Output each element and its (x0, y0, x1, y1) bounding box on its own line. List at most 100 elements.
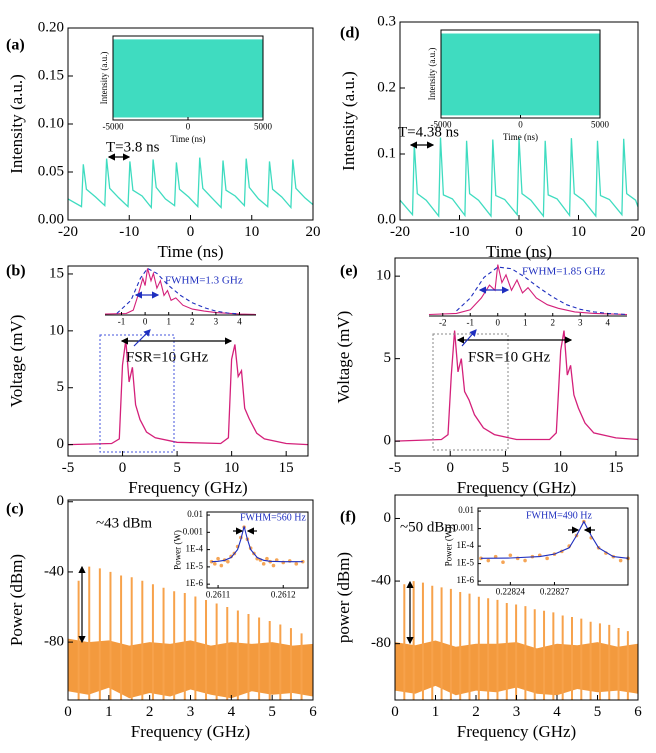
x-tick-label: -5 (62, 460, 75, 476)
data-point (213, 562, 217, 566)
data-point (216, 556, 220, 561)
annotation: ~43 dBm (96, 515, 152, 531)
x-axis-label: Frequency (GHz) (457, 478, 576, 497)
panel-label: (c) (6, 501, 24, 518)
x-tick-label: 1 (105, 704, 113, 720)
y-tick-label: 10 (49, 322, 64, 338)
y-tick-label: 1E-5 (186, 561, 204, 571)
annotation: FWHM=1.3 GHz (165, 275, 243, 287)
y-tick-label: 1E-5 (457, 558, 475, 568)
annotation: T=3.8 ns (106, 139, 160, 155)
y-tick-label: -80 (371, 635, 391, 651)
x-tick-label: 4 (228, 704, 236, 720)
x-tick-label: 0 (119, 460, 127, 476)
series-line (399, 137, 639, 218)
data-point (486, 558, 491, 563)
y-tick-label: 5 (384, 350, 392, 366)
x-tick-label: 4 (553, 704, 561, 720)
x-tick-label: -5 (389, 460, 402, 476)
x-tick-label: 0 (446, 460, 454, 476)
arrow (461, 329, 477, 347)
y-tick-label: -40 (44, 563, 64, 579)
data-point (265, 556, 269, 561)
panel-label: (d) (340, 25, 360, 42)
y-tick-label: 0.10 (38, 115, 64, 131)
panel-label: (f) (340, 509, 356, 526)
data-point (226, 559, 230, 564)
x-tick-label: 5 (173, 460, 181, 476)
y-tick-label: 1E-6 (457, 575, 475, 585)
y-tick-label: -80 (44, 634, 64, 650)
x-axis-label: Frequency (GHz) (131, 722, 250, 741)
x-tick-label: -10 (450, 224, 470, 240)
annotation: FSR=10 GHz (468, 349, 551, 365)
x-axis-label: Frequency (GHz) (457, 722, 576, 741)
x-tick-label: -5000 (431, 120, 452, 130)
x-tick-label: 5 (502, 460, 510, 476)
x-tick-label: 0 (143, 317, 148, 327)
x-tick-label: -20 (58, 224, 78, 240)
x-tick-label: -5000 (103, 122, 124, 132)
annotation: FWHM=490 Hz (526, 510, 592, 521)
x-tick-label: 2 (472, 704, 480, 720)
x-tick-label: 10 (571, 224, 586, 240)
y-axis-label: Intensity (a.u.) (7, 74, 26, 174)
y-tick-label: 0.001 (183, 526, 203, 536)
data-point (508, 553, 513, 558)
y-tick-label: 5 (57, 379, 65, 395)
data-point (209, 559, 214, 564)
x-tick-label: -10 (119, 224, 139, 240)
y-tick-label: 0 (384, 433, 392, 449)
x-tick-label: 3 (187, 704, 195, 720)
x-tick-label: 0.2611 (206, 590, 230, 600)
x-tick-label: 0 (187, 224, 195, 240)
y-tick-label: 0.01 (187, 509, 203, 519)
annotation: FWHM=1.85 GHz (522, 266, 605, 278)
y-tick-label: 0.15 (38, 67, 64, 83)
y-tick-label: 0.20 (38, 19, 64, 35)
x-tick-label: 2 (190, 317, 195, 327)
series-line (456, 266, 628, 316)
annotation: FSR=10 GHz (126, 349, 209, 365)
zoom-box (99, 334, 175, 453)
y-axis-label: Voltage (mV) (334, 311, 353, 404)
x-axis-label: Time (ns) (171, 134, 206, 144)
y-tick-label: 1E-6 (186, 578, 204, 588)
signal-band (113, 39, 263, 118)
y-axis-label: Power (W) (172, 530, 182, 570)
x-tick-label: 6 (309, 704, 317, 720)
data-point (261, 562, 266, 566)
x-tick-label: 3 (214, 317, 219, 327)
x-axis-label: Time (ns) (158, 242, 224, 261)
y-tick-label: 10 (376, 268, 391, 284)
y-tick-label: 0 (57, 436, 65, 452)
x-axis-label: Time (ns) (503, 132, 538, 142)
y-tick-label: 0 (57, 493, 65, 509)
y-axis-label: power (dBm) (334, 552, 353, 643)
x-tick-label: 5000 (254, 122, 273, 132)
series-line (394, 330, 639, 442)
y-tick-label: 1E-4 (186, 544, 204, 554)
y-axis-label: Power (W) (443, 527, 453, 567)
annotation: FWHM=560 Hz (240, 512, 306, 523)
y-tick-label: 0.2 (377, 79, 396, 95)
x-tick-label: 20 (631, 224, 646, 240)
series-line (67, 157, 314, 210)
y-tick-label: 0.01 (458, 505, 474, 515)
x-tick-label: 0 (496, 318, 501, 328)
data-point (219, 563, 224, 568)
x-tick-label: 6 (634, 704, 642, 720)
x-tick-label: 0 (391, 704, 399, 720)
data-point (271, 563, 276, 568)
x-tick-label: 0.2612 (271, 590, 296, 600)
series-line (211, 526, 303, 563)
x-tick-label: 10 (553, 460, 568, 476)
y-tick-label: 0.00 (38, 211, 64, 227)
series-line (428, 264, 628, 316)
x-tick-label: 3 (513, 704, 521, 720)
x-tick-label: 4 (606, 318, 611, 328)
x-tick-label: -1 (118, 317, 126, 327)
x-tick-label: -1 (467, 318, 475, 328)
x-tick-label: 2 (551, 318, 556, 328)
